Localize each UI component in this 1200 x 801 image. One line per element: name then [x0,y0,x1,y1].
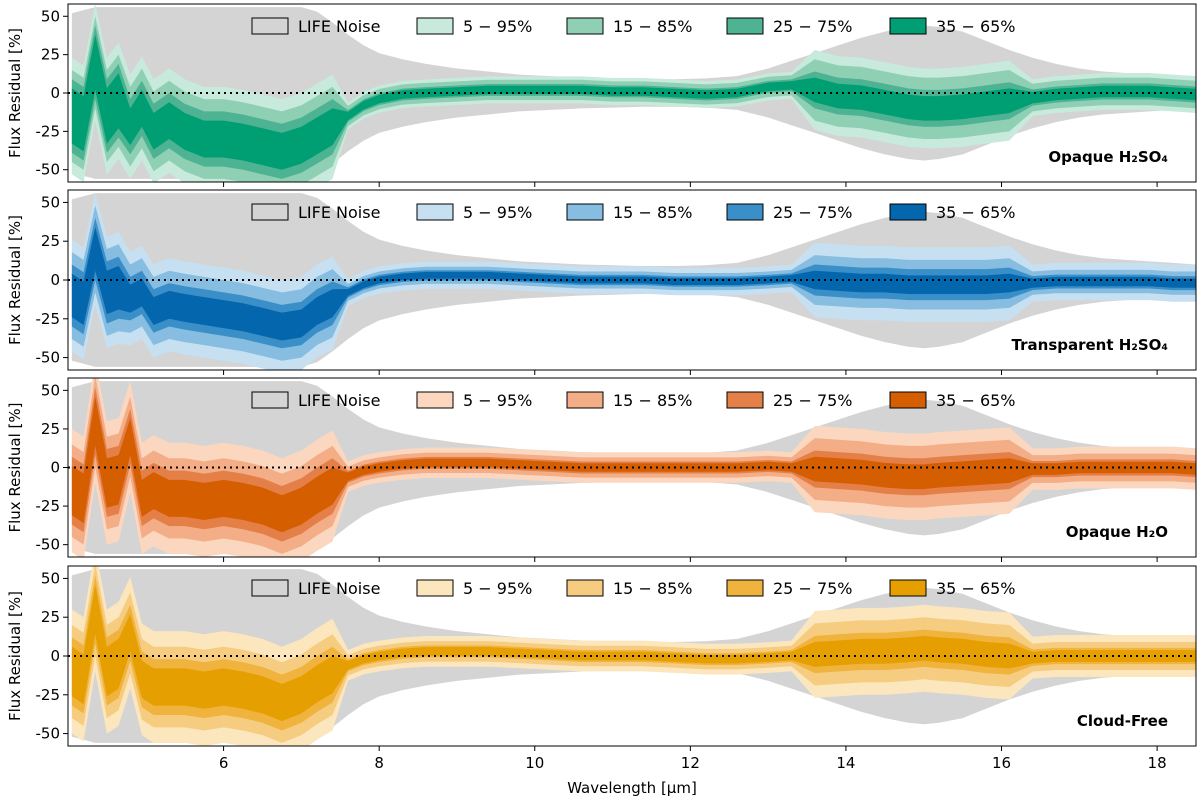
y-tick-label: 25 [41,608,60,626]
legend-swatch [726,17,764,35]
legend-swatch [726,203,764,221]
band-35-65 [71,584,1196,722]
legend-swatch [566,203,604,221]
y-tick-label: 50 [41,193,60,211]
legend-label: 15 − 85% [613,17,693,36]
legend-swatch [251,203,289,221]
legend-swatch [416,203,454,221]
x-axis-label: Wavelength [μm] [567,779,697,797]
y-tick-label: -50 [36,349,61,367]
legend-label: 25 − 75% [773,579,853,598]
band-15-85 [71,16,1196,182]
legend-label: 35 − 65% [936,391,1016,410]
legend-label: 15 − 85% [613,203,693,222]
y-axis-label: Flux Residual [%] [6,215,24,345]
x-tick-label: 12 [681,754,700,772]
legend-label: 35 − 65% [936,579,1016,598]
legend-label: LIFE Noise [298,579,380,598]
legend-label: LIFE Noise [298,203,380,222]
legend-label: LIFE Noise [298,17,380,36]
legend-swatch [251,17,289,35]
legend-swatch [251,579,289,597]
panel-plot-area [68,4,1196,182]
panel-label: Opaque H₂SO₄ [1048,148,1168,166]
panel-plot-area [68,566,1196,746]
y-tick-label: 0 [50,647,60,665]
y-tick-label: 25 [41,46,60,64]
y-axis-label: Flux Residual [%] [6,591,24,721]
legend-swatch [889,391,927,409]
x-tick-label: 14 [836,754,855,772]
y-tick-label: 50 [41,381,60,399]
legend-swatch [889,203,927,221]
legend-label: 5 − 95% [463,203,532,222]
y-tick-label: 0 [50,459,60,477]
panel-2: -50 -25 0 25 50 Flux Residual [%] LIFE Noise 5 … [6,189,1197,375]
legend-swatch [889,17,927,35]
panel-plot-area [68,378,1196,557]
y-tick-label: -25 [36,122,61,140]
legend-label: LIFE Noise [298,391,380,410]
legend-label: 5 − 95% [463,17,532,36]
panel-plot-area [68,193,1196,370]
legend-swatch [566,17,604,35]
y-tick-label: -25 [36,686,61,704]
legend-swatch [566,391,604,409]
legend-swatch [726,579,764,597]
y-tick-label: -50 [36,161,61,179]
panel-label: Cloud-Free [1077,712,1168,730]
y-tick-label: 25 [41,420,60,438]
legend-label: 35 − 65% [936,203,1016,222]
x-tick-label: 16 [992,754,1011,772]
y-tick-label: 50 [41,7,60,25]
legend-label: 15 − 85% [613,391,693,410]
y-tick-label: 0 [50,271,60,289]
y-tick-label: -50 [36,725,61,743]
y-tick-label: -50 [36,536,61,554]
x-tick-label: 8 [374,754,384,772]
panel-label: Transparent H₂SO₄ [1012,336,1168,354]
legend-label: 25 − 75% [773,391,853,410]
legend-swatch [416,579,454,597]
legend-label: 25 − 75% [773,203,853,222]
band-35-65 [71,227,1196,341]
legend-swatch [416,17,454,35]
x-tick-label: 18 [1148,754,1167,772]
panel-label: Opaque H₂O [1066,523,1168,541]
legend-swatch [566,579,604,597]
legend-swatch [251,391,289,409]
legend-label: 25 − 75% [773,17,853,36]
legend-label: 15 − 85% [613,579,693,598]
panel-4: -50 -25 0 25 50 6 8 10 12 14 16 18 Flux Residual [%]… [6,565,1197,772]
panel-3: -50 -25 0 25 50 Flux Residual [%] LIFE Noise 5 … [6,377,1197,562]
legend-label: 5 − 95% [463,391,532,410]
legend-label: 35 − 65% [936,17,1016,36]
x-tick-label: 10 [525,754,544,772]
legend-swatch [726,391,764,409]
y-tick-label: -25 [36,310,61,328]
panel-1: -50 -25 0 25 50 Flux Residual [%] LIFE Noise 5 … [6,3,1197,187]
y-tick-label: 0 [50,84,60,102]
legend-swatch [889,579,927,597]
y-axis-label: Flux Residual [%] [6,402,24,532]
y-tick-label: 25 [41,232,60,250]
x-tick-label: 6 [219,754,229,772]
y-tick-label: 50 [41,569,60,587]
band-35-65 [71,396,1196,533]
legend-label: 5 − 95% [463,579,532,598]
legend-swatch [416,391,454,409]
band-35-65 [71,34,1196,170]
y-tick-label: -25 [36,497,61,515]
y-axis-label: Flux Residual [%] [6,28,24,158]
